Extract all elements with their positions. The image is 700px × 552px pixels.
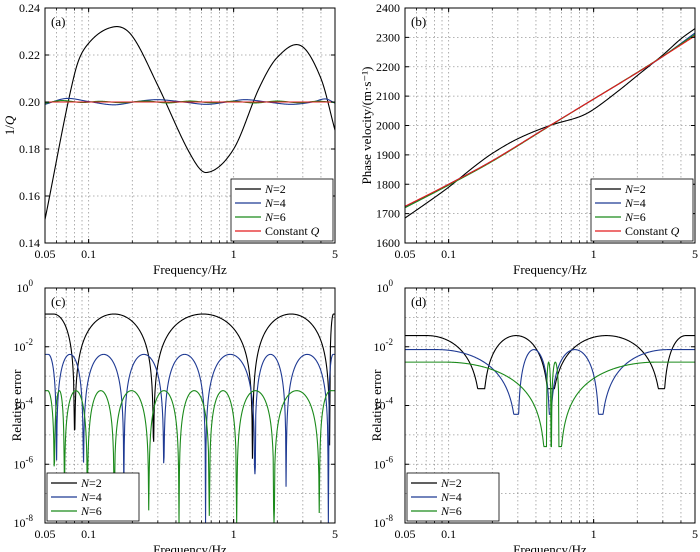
y-tick-label: 2100 [376, 89, 400, 103]
x-axis-label: Frequency/Hz [513, 542, 587, 552]
y-tick-label: 0.16 [19, 189, 40, 203]
series-line-n-4 [45, 353, 335, 523]
y-tick-label: 0.24 [19, 1, 40, 15]
legend-entry: N=4 [440, 490, 462, 504]
panel-d: 0.05 0.1 1 5 10-8 10-6 10-4 10-2 100 Frequency/Hz… [369, 278, 698, 552]
panel-b: 0.05 0.1 1 5 1600 1700 1800 1900 2000 2100 2200 230… [359, 1, 698, 277]
panel-label: (d) [411, 294, 426, 309]
y-tick-label: 0.20 [19, 95, 40, 109]
panel-label: (a) [51, 14, 65, 29]
series-line-n-6 [405, 361, 695, 448]
x-tick-label: 0.05 [395, 527, 416, 541]
y-axis-label: Phase velocity/(m·s⁻¹) [359, 67, 374, 185]
legend-entry: N=6 [264, 210, 286, 224]
legend-entry: Constant Q [625, 224, 680, 238]
legend-entry: N=2 [80, 476, 102, 490]
panel-label: (c) [51, 294, 65, 309]
legend-entry: N=6 [80, 504, 102, 518]
x-tick-label: 0.1 [81, 527, 96, 541]
x-tick-label: 0.1 [81, 247, 96, 261]
panel-a: 0.05 0.1 1 5 0.14 0.16 0.18 0.20 0.22 0.24 Frequen… [2, 1, 338, 277]
legend: N=2N=4N=6 [406, 472, 500, 522]
y-tick-label: 0.14 [19, 236, 40, 250]
legend-entry: N=4 [624, 196, 646, 210]
y-tick-label: 10-4 [374, 396, 394, 413]
x-axis-label: Frequency/Hz [153, 542, 227, 552]
y-tick-label: 1900 [376, 148, 400, 162]
legend-entry: N=2 [624, 182, 646, 196]
x-tick-label: 0.05 [35, 247, 56, 261]
y-axis-label: Relative error [369, 369, 384, 441]
x-axis-label: Frequency/Hz [513, 262, 587, 277]
y-tick-label: 10-6 [14, 454, 34, 471]
y-tick-label: 1700 [376, 207, 400, 221]
legend-entry: N=2 [440, 476, 462, 490]
y-tick-label: 2000 [376, 119, 400, 133]
series-line-constant-q [405, 35, 695, 207]
panel-label: (b) [411, 14, 426, 29]
series-line-n-4 [405, 349, 695, 415]
panel-c: 0.05 0.1 1 5 10-8 10-6 10-4 10-2 100 Frequency/Hz… [9, 278, 338, 552]
legend-entry: N=4 [80, 490, 102, 504]
x-axis-label: Frequency/Hz [153, 262, 227, 277]
x-tick-label: 1 [231, 527, 237, 541]
y-tick-label: 10-8 [14, 513, 34, 530]
y-tick-label: 100 [377, 278, 394, 295]
series-line-n-2 [45, 313, 335, 459]
y-tick-label: 0.18 [19, 142, 40, 156]
series-line-n-2 [45, 26, 335, 220]
y-tick-label: 10-2 [374, 337, 394, 354]
x-tick-label: 5 [692, 527, 698, 541]
legend-entry: Constant Q [265, 224, 320, 238]
legend-entry: N=4 [264, 196, 286, 210]
legend-entry: N=6 [440, 504, 462, 518]
legend-entry: N=2 [264, 182, 286, 196]
y-tick-label: 2300 [376, 30, 400, 44]
y-tick-label: 10-8 [374, 513, 394, 530]
x-tick-label: 0.1 [441, 527, 456, 541]
x-tick-label: 5 [332, 527, 338, 541]
x-tick-label: 1 [591, 247, 597, 261]
y-axis-label: 1/Q [2, 115, 17, 135]
y-axis-label: Relative error [9, 369, 24, 441]
legend-entry: N=6 [624, 210, 646, 224]
x-tick-label: 1 [231, 247, 237, 261]
y-tick-label: 100 [17, 278, 34, 295]
y-tick-label: 1600 [376, 236, 400, 250]
y-tick-label: 2400 [376, 1, 400, 15]
series-line-n-2 [405, 335, 695, 390]
y-tick-label: 2200 [376, 60, 400, 74]
x-tick-label: 0.05 [35, 527, 56, 541]
series-line-n-6 [45, 390, 335, 523]
x-tick-label: 0.1 [441, 247, 456, 261]
y-tick-label: 10-2 [14, 337, 34, 354]
y-tick-label: 1800 [376, 177, 400, 191]
x-tick-label: 0.05 [395, 247, 416, 261]
y-tick-label: 10-4 [14, 396, 34, 413]
x-tick-label: 5 [332, 247, 338, 261]
x-tick-label: 5 [692, 247, 698, 261]
legend: N=2N=4N=6 [46, 472, 140, 522]
y-tick-label: 10-6 [374, 454, 394, 471]
y-tick-label: 0.22 [19, 48, 40, 62]
x-tick-label: 1 [591, 527, 597, 541]
